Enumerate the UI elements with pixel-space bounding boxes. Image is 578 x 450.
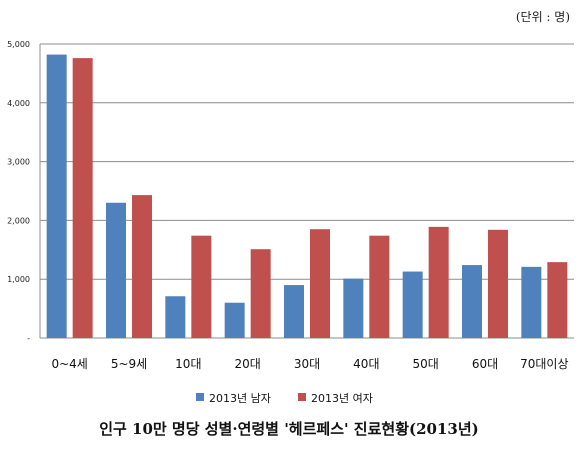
legend-label: 2013년 남자 [209,392,271,405]
bar [310,229,330,338]
bar [402,271,423,338]
legend-swatch [196,393,204,401]
bar [165,296,186,338]
x-tick-label: 10대 [175,357,201,371]
bar [72,58,93,338]
y-tick-label: 1,000 [7,275,30,284]
bar [343,278,364,338]
legend-swatch [298,393,306,401]
x-tick-label: 50대 [413,357,439,371]
x-tick-label: 40대 [353,357,379,371]
y-tick-label: 5,000 [7,40,30,49]
bar [284,285,304,338]
x-tick-label: 0~4세 [51,357,87,371]
y-tick-label: 2,000 [7,216,30,225]
x-tick-label: 60대 [472,357,498,371]
bar [132,195,152,338]
y-tick-label: 3,000 [7,158,30,167]
x-axis-labels: 0~4세 5~9세 10대 20대 30대 40대 50대 60대 70대이상 [51,357,568,371]
y-tick-label: - [27,334,30,343]
legend-label: 2013년 여자 [311,392,373,405]
chart-caption: 인구 10만 명당 성별·연령별 '헤르페스' 진료현황(2013년) [99,420,479,438]
bar [521,266,542,338]
bar [224,302,245,338]
bar [488,229,508,338]
gridlines [39,43,574,339]
unit-label: (단위 : 명) [515,10,570,24]
x-tick-label: 70대이상 [520,357,568,371]
bar [250,249,271,338]
bars [46,54,568,339]
y-axis-labels: - 1,000 2,000 3,000 4,000 5,000 [7,40,30,343]
bar [46,54,67,339]
bar [369,235,390,338]
x-tick-label: 20대 [235,357,261,371]
x-tick-label: 30대 [294,357,320,371]
bar [428,226,449,338]
bar-chart: - 1,000 2,000 3,000 4,000 5,000 0~4세 5~9세 10대 20… [7,40,574,405]
bar [191,235,212,338]
x-tick-label: 5~9세 [111,357,147,371]
legend: 2013년 남자 2013년 여자 [196,392,373,405]
bar [547,262,568,338]
y-tick-label: 4,000 [7,99,30,108]
bar [462,265,482,338]
bar [106,202,126,338]
